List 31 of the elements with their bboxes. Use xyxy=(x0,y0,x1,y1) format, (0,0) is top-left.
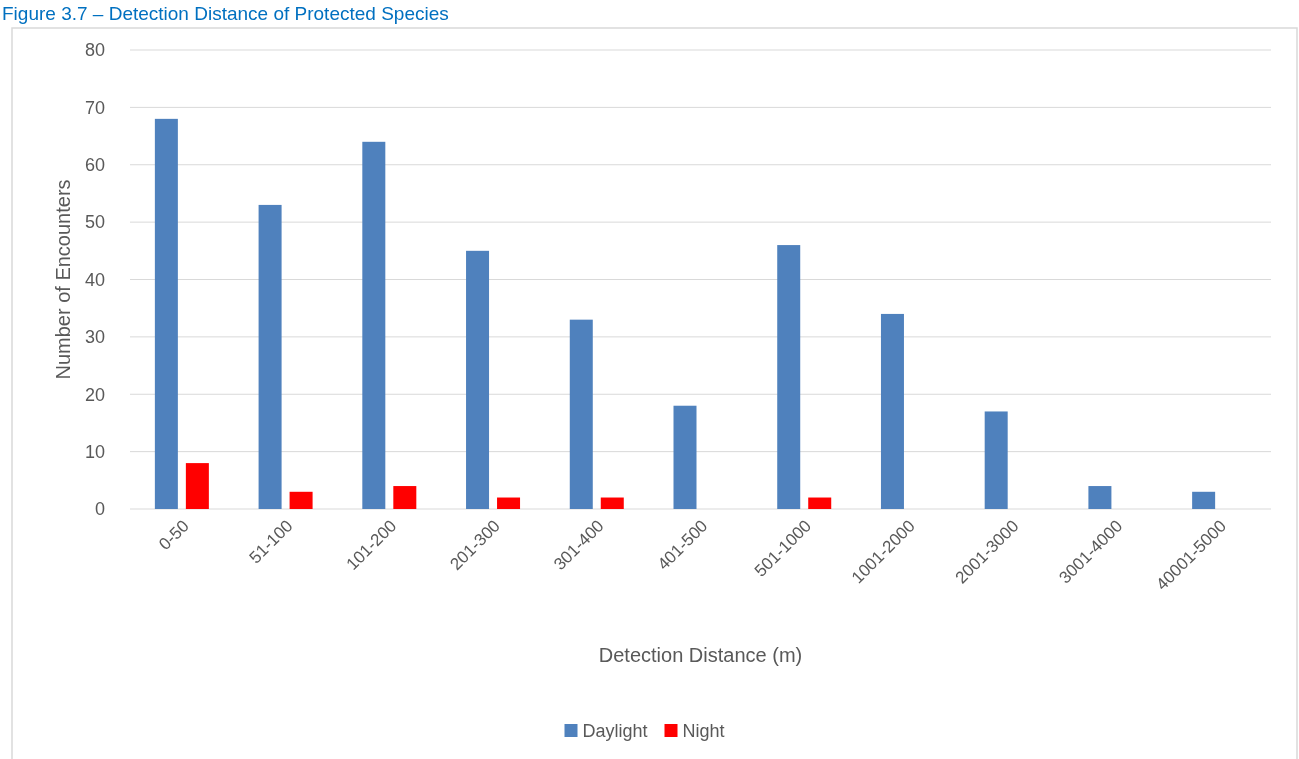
bar xyxy=(1088,486,1112,509)
y-tick-label: 10 xyxy=(84,441,105,462)
y-tick-label: 50 xyxy=(84,212,105,233)
bar xyxy=(569,319,593,509)
y-tick-label: 0 xyxy=(94,499,105,520)
bar xyxy=(466,250,490,509)
bar xyxy=(154,118,178,509)
bar xyxy=(393,486,417,509)
bar xyxy=(984,411,1008,509)
y-tick-label: 60 xyxy=(84,155,105,176)
bar xyxy=(497,497,521,509)
legend-label: Daylight xyxy=(582,721,648,742)
bar xyxy=(600,497,624,509)
chart-title: Figure 3.7 – Detection Distance of Protected Species xyxy=(2,3,449,24)
y-tick-label: 80 xyxy=(84,40,105,61)
bar xyxy=(673,405,697,509)
bar xyxy=(289,491,313,509)
y-tick-label: 30 xyxy=(84,327,105,348)
y-axis-title: Number of Encounters xyxy=(52,179,74,380)
y-tick-label: 20 xyxy=(84,384,105,405)
bar xyxy=(1192,491,1216,509)
bar xyxy=(258,204,282,509)
y-tick-label: 40 xyxy=(84,269,105,290)
bar xyxy=(362,141,386,509)
bar xyxy=(777,245,801,509)
y-tick-label: 70 xyxy=(84,97,105,118)
bar xyxy=(185,463,209,509)
bar xyxy=(808,497,832,509)
legend-label: Night xyxy=(682,721,725,742)
x-axis-title: Detection Distance (m) xyxy=(598,644,803,666)
bar xyxy=(880,313,904,509)
